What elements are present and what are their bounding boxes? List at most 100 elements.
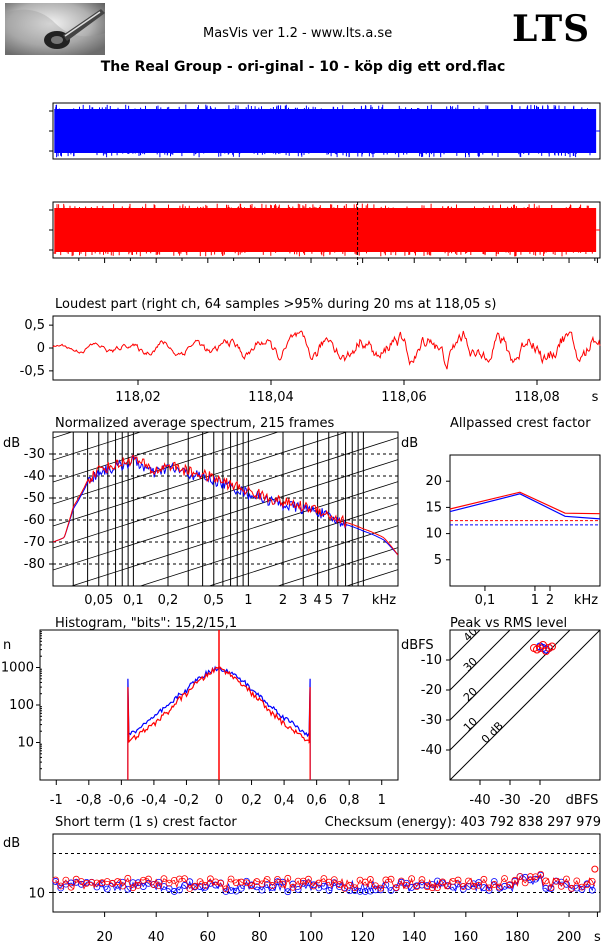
- crest-short-point-left: [145, 879, 152, 887]
- crest-short-point-right: [98, 879, 106, 887]
- crest-short-point-left: [325, 887, 333, 894]
- x-tick-label: 0,1: [123, 593, 144, 608]
- y-tick-label: 0,5: [24, 318, 45, 333]
- crest-short-point-left: [181, 882, 188, 889]
- x-tick-label: 118,08: [514, 390, 560, 405]
- crest-short-point-left: [382, 881, 390, 889]
- crest-short-point-left: [196, 883, 204, 890]
- peak-rms-diagonal-label: 30: [461, 655, 480, 674]
- x-tick-label: s: [592, 390, 599, 405]
- crest-short-point-right: [387, 875, 395, 883]
- crest-short-point-right: [413, 883, 421, 890]
- x-tick-label: 120: [350, 930, 375, 945]
- peak-rms-diagonal-label: 20: [461, 685, 480, 704]
- crest-short-point-right: [155, 882, 163, 890]
- crest-short-point-right: [88, 878, 96, 886]
- x-tick-label: -0,6: [109, 793, 134, 808]
- crest-short-point-right: [134, 881, 142, 889]
- x-tick-label: kHz: [372, 593, 396, 608]
- crest-short-point-right: [139, 876, 147, 884]
- crest-short-point-left: [366, 887, 374, 895]
- crest-short-point-right: [583, 881, 591, 889]
- x-tick-label: 0,05: [84, 593, 113, 608]
- crest-short-point-right: [232, 879, 240, 887]
- crest-short-point-right: [124, 874, 132, 882]
- peak-rms-point-right: [548, 642, 556, 651]
- crest-short-point-right: [465, 877, 472, 885]
- x-tick-label: 2: [546, 593, 554, 608]
- x-tick-label: -20: [529, 793, 550, 808]
- x-tick-label: 118,02: [115, 390, 161, 405]
- crest-short-point-right: [506, 881, 514, 889]
- crest-short-point-left: [279, 878, 287, 886]
- waveform-envelope: [54, 208, 597, 252]
- x-tick-label: 0,2: [241, 793, 262, 808]
- x-tick-label: 0: [215, 793, 223, 808]
- y-tick-label: 10: [17, 736, 34, 751]
- spectrum-slope-line: [53, 306, 398, 416]
- spectrum-slope-line: [53, 636, 398, 746]
- x-tick-label: 0,5: [203, 593, 224, 608]
- spectrum-slope-line: [53, 592, 398, 702]
- y-tick-label: -50: [24, 491, 45, 506]
- x-tick-label: 0,8: [339, 793, 360, 808]
- file-title: The Real Group - ori-ginal - 10 - köp di…: [100, 59, 506, 75]
- x-tick-label: 140: [402, 930, 427, 945]
- x-tick-label: 60: [200, 930, 217, 945]
- crest-short-point-right: [591, 865, 599, 873]
- x-tick-label: dBFS: [566, 793, 599, 808]
- x-tick-label: 0,2: [158, 593, 179, 608]
- crest-short-point-left: [186, 878, 194, 886]
- y-tick-label: -80: [24, 557, 45, 572]
- crest-short-point-right: [170, 876, 178, 884]
- crest-short-point-left: [361, 888, 369, 895]
- crest-short-point-right: [243, 879, 250, 887]
- y-tick-label: 5: [434, 553, 442, 568]
- spectrum-plot: [53, 306, 398, 746]
- y-unit-label: dB: [3, 436, 20, 451]
- crest-short-point-right: [377, 884, 385, 892]
- crest-short-point-right: [248, 882, 256, 890]
- crest-short-point-right: [217, 879, 225, 887]
- crest-short-point-right: [526, 873, 534, 880]
- spectrum-series-right: [53, 454, 398, 556]
- x-tick-label: 160: [453, 930, 478, 945]
- x-tick-label: 3: [299, 593, 307, 608]
- x-tick-label: 4: [313, 593, 321, 608]
- crest-short-point-right: [284, 874, 292, 882]
- y-tick-label: -40: [421, 743, 442, 758]
- x-tick-label: 20: [96, 930, 113, 945]
- y-tick-label: -10: [421, 653, 442, 668]
- crest-short-point-right: [423, 883, 431, 891]
- crest-short-point-right: [568, 884, 576, 892]
- crest-short-point-right: [289, 883, 297, 891]
- crest-short-point-left: [501, 882, 508, 890]
- crest-short-point-right: [470, 882, 477, 890]
- crest-short-point-right: [310, 882, 317, 890]
- x-tick-label: 0,1: [475, 593, 496, 608]
- spectrum-title: Normalized average spectrum, 215 frames: [55, 416, 334, 431]
- crest-short-point-left: [103, 885, 111, 893]
- y-tick-label: 20: [425, 474, 442, 489]
- spectrum-slope-line: [207, 525, 398, 586]
- x-tick-label: -1: [50, 793, 63, 808]
- x-tick-label: 40: [148, 930, 165, 945]
- peak-rms-diagonal-label: 10: [461, 715, 480, 734]
- crest-short-point-right: [439, 878, 447, 886]
- checksum-label: Checksum (energy): 403 792 838 297 979: [325, 815, 601, 830]
- crest-short-point-right: [444, 882, 452, 890]
- y-tick-label: -40: [24, 469, 45, 484]
- crest-short-point-right: [294, 877, 302, 885]
- crest-short-point-right: [516, 873, 524, 880]
- y-tick-label: 1000: [1, 661, 34, 676]
- app-title: MasVis ver 1.2 - www.lts.a.se: [203, 26, 393, 41]
- x-tick-label: -0,2: [174, 793, 199, 808]
- crest-short-point-right: [428, 884, 436, 892]
- crest-short-point-right: [330, 876, 338, 884]
- loudest-title: Loudest part (right ch, 64 samples >95% …: [55, 297, 496, 312]
- x-tick-label: 0,4: [274, 793, 295, 808]
- crest-short-point-right: [434, 884, 441, 892]
- crest-short-point-right: [114, 878, 121, 885]
- crest-short-point-right: [279, 880, 287, 888]
